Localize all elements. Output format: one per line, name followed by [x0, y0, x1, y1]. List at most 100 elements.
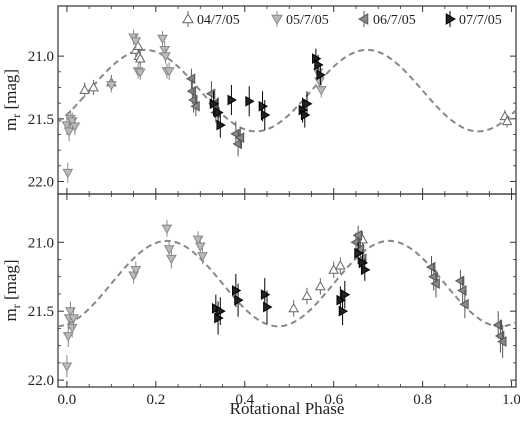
series-04-7-05: [79, 38, 513, 128]
data-point: [66, 323, 78, 334]
y-tick-label: 22.0: [28, 174, 54, 190]
data-point: [188, 94, 198, 106]
data-point: [197, 252, 208, 262]
data-point: [79, 84, 91, 94]
x-tick-label: 0.4: [235, 392, 254, 408]
data-point: [166, 254, 177, 265]
bottom-data: [58, 220, 516, 378]
data-point: [63, 127, 75, 137]
data-point: [234, 132, 245, 143]
data-point: [340, 289, 351, 300]
data-point: [334, 260, 346, 270]
data-point: [68, 314, 79, 324]
data-point: [360, 264, 371, 276]
y-axis-label-unit: [mag]: [1, 259, 20, 304]
data-point: [350, 236, 360, 248]
data-point: [62, 168, 74, 179]
y-axis-label-sub: r: [9, 304, 23, 308]
data-point: [314, 59, 324, 71]
data-point: [260, 289, 271, 300]
data-point: [459, 298, 469, 310]
data-point: [211, 303, 222, 314]
legend-marker: [445, 13, 457, 25]
data-point: [65, 307, 76, 317]
legend: 04/7/05 05/7/05 06/7/05 07/7/05: [182, 11, 502, 28]
legend-label: 04/7/05: [197, 13, 240, 28]
data-point: [163, 245, 175, 255]
data-point: [159, 45, 171, 56]
data-point: [430, 278, 440, 289]
data-point: [214, 107, 224, 118]
x-axis-label: Rotational Phase: [230, 399, 345, 418]
x-tick-label: 0.0: [58, 392, 77, 408]
x-tick-label: 0.8: [413, 392, 432, 408]
data-point: [315, 86, 327, 96]
bottom-frame: [57, 193, 517, 388]
data-point: [161, 224, 173, 234]
series-07-7-05: [211, 242, 371, 335]
data-point: [316, 69, 326, 81]
data-point: [454, 275, 465, 287]
data-point: [492, 319, 503, 331]
data-point: [88, 81, 99, 92]
data-point: [190, 100, 200, 112]
data-point: [231, 285, 242, 296]
top-frame: [57, 5, 517, 195]
data-point: [428, 271, 438, 283]
data-point: [157, 34, 168, 45]
data-point: [185, 73, 196, 85]
data-point: [234, 294, 244, 306]
data-point: [61, 362, 73, 372]
data-point: [245, 95, 255, 107]
y-axis-label-unit: [mag]: [1, 69, 20, 114]
data-point: [205, 88, 216, 100]
data-point: [230, 128, 240, 140]
legend-label: 07/7/05: [459, 13, 502, 28]
legend-marker: [271, 14, 283, 26]
data-point: [300, 109, 311, 121]
x-tick-label: 1.0: [502, 392, 520, 408]
legend-label: 06/7/05: [373, 13, 416, 28]
data-point: [354, 247, 364, 259]
data-point: [301, 290, 313, 300]
data-point: [134, 68, 146, 78]
model-curve: [58, 48, 516, 133]
y-axis-label-main: m: [1, 118, 20, 131]
model-curve: [58, 239, 516, 328]
data-point: [501, 115, 513, 126]
data-point: [69, 122, 81, 132]
data-point: [216, 119, 226, 131]
data-point: [216, 305, 226, 317]
legend-marker: [357, 13, 369, 25]
data-point: [258, 100, 269, 112]
data-point: [426, 261, 436, 273]
series-06-7-05: [185, 68, 245, 157]
data-point: [336, 294, 346, 306]
bottom-panel: 0.0 0.2 0.4 0.6 0.8 1.0 21.0 21.5 22.0 mr [mag] Ro…: [1, 193, 520, 418]
y-tick-label: 21.5: [28, 304, 54, 320]
y-axis-label: mr [mag]: [1, 259, 23, 321]
data-point: [457, 285, 467, 296]
data-point: [130, 37, 142, 47]
y-tick-label: 22.0: [28, 373, 54, 389]
legend-label: 05/7/05: [286, 13, 329, 28]
y-tick-label: 21.0: [28, 235, 54, 251]
y-tick-label: 21.0: [28, 49, 54, 65]
data-point: [194, 242, 206, 252]
data-point: [227, 94, 237, 106]
data-point: [232, 138, 242, 150]
data-point: [497, 336, 507, 347]
data-point: [263, 301, 273, 313]
y-axis-label: mr [mag]: [1, 69, 23, 131]
series-06-7-05: [350, 225, 507, 359]
data-point: [494, 330, 505, 342]
data-point: [314, 280, 326, 291]
data-point: [260, 109, 271, 121]
x-tick-label: 0.6: [324, 392, 343, 408]
data-point: [62, 332, 74, 342]
data-point: [130, 265, 142, 276]
x-tick-label: 0.2: [146, 392, 165, 408]
data-point: [105, 81, 117, 91]
